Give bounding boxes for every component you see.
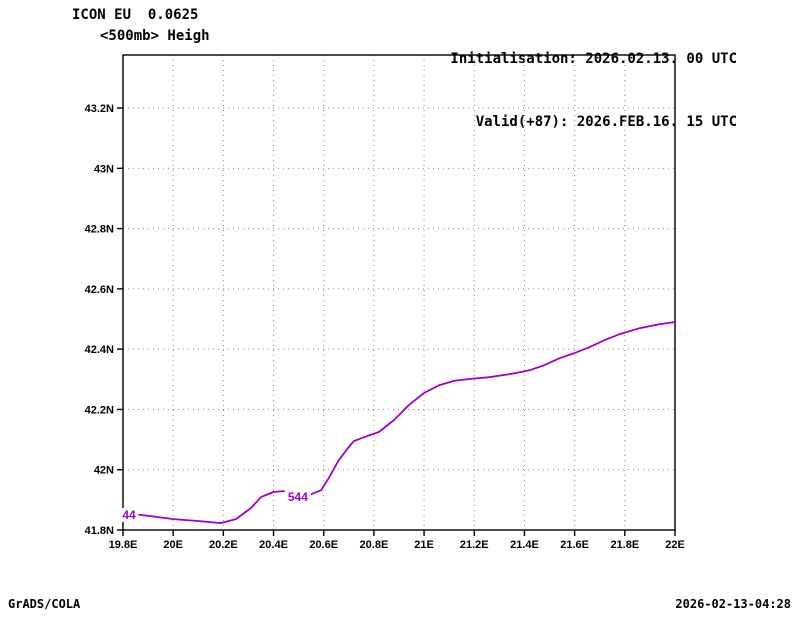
contour-label-bg xyxy=(119,507,139,522)
x-tick-label: 21.8E xyxy=(610,539,639,551)
x-tick-label: 21.6E xyxy=(560,539,589,551)
y-tick-label: 42.4N xyxy=(85,344,114,356)
valid-time-label: Valid(+87): 2026.FEB.16. 15 UTC xyxy=(475,114,737,130)
x-tick-label: 20.4E xyxy=(259,539,288,551)
y-tick-label: 43.2N xyxy=(85,103,114,115)
x-tick-label: 22E xyxy=(665,539,685,551)
y-tick-label: 42.8N xyxy=(85,224,114,236)
plot-frame xyxy=(122,54,676,531)
y-tick-label: 42.2N xyxy=(85,404,114,416)
x-tick-label: 21.4E xyxy=(510,539,539,551)
x-tick-label: 20.2E xyxy=(209,539,238,551)
y-tick-label: 42N xyxy=(94,465,114,477)
contour-label: 44 xyxy=(122,508,136,522)
x-tick-label: 21.2E xyxy=(460,539,489,551)
x-tick-label: 19.8E xyxy=(109,539,138,551)
contour-line-544 xyxy=(122,321,676,524)
x-tick-label: 21E xyxy=(414,539,434,551)
y-tick-label: 41.8N xyxy=(85,525,114,537)
y-tick-label: 42.6N xyxy=(85,284,114,296)
y-tick-label: 43N xyxy=(94,163,114,175)
creation-timestamp: 2026-02-13-04:28 xyxy=(675,597,791,611)
contour-label-bg xyxy=(284,490,311,505)
grads-credit: GrADS/COLA xyxy=(8,597,81,611)
run-info: Initialisation: 2026.02.13. 00 UTC Valid… xyxy=(450,7,737,175)
contour-label: 544 xyxy=(288,490,308,504)
field-title: <500mb> Heigh xyxy=(100,28,210,44)
x-tick-label: 20E xyxy=(163,539,183,551)
x-tick-label: 20.8E xyxy=(360,539,389,551)
x-tick-label: 20.6E xyxy=(309,539,338,551)
model-title: ICON EU 0.0625 xyxy=(72,7,199,23)
